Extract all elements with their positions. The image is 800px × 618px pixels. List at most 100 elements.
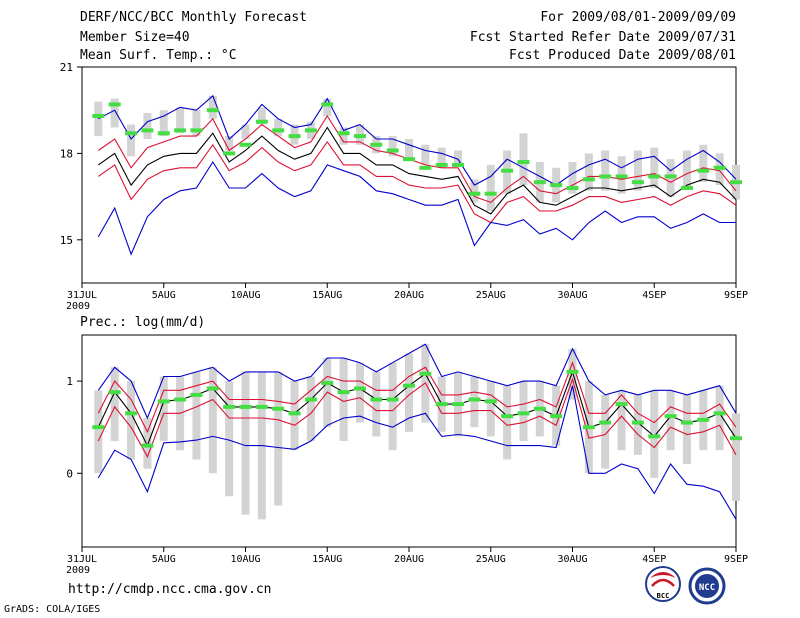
series-line-upper-spread — [97, 114, 737, 204]
spread-bar — [388, 362, 397, 451]
observed-marker — [435, 402, 448, 407]
spread-bar — [682, 394, 691, 465]
spread-bar — [339, 358, 348, 441]
website-url[interactable]: http://cmdp.ncc.cma.gov.cn — [68, 582, 272, 597]
observed-marker — [484, 399, 497, 404]
spread-bar — [127, 124, 136, 157]
spread-bar — [306, 376, 315, 441]
observed-marker — [615, 402, 628, 407]
spread-bar — [601, 150, 610, 191]
observed-marker — [141, 443, 154, 448]
bcc-logo-arc — [650, 572, 676, 578]
observed-marker — [288, 411, 301, 416]
observed-marker — [730, 436, 742, 441]
observed-marker — [239, 142, 252, 147]
chart-panel-1: 15 18 21 31JUL 5AUG 10AUG 15AUG 20AUG 25AUG 30AUG… — [60, 61, 748, 312]
spread-bar — [715, 385, 724, 451]
chart-title: DERF/NCC/BCC Monthly Forecast — [80, 10, 307, 25]
spread-bar — [355, 362, 364, 423]
observed-marker — [730, 180, 742, 185]
observed-marker — [452, 402, 465, 407]
y-tick-label: 0 — [66, 467, 73, 480]
x-tick-label: 10AUG — [230, 554, 260, 565]
observed-marker — [190, 392, 203, 397]
observed-marker — [419, 165, 432, 170]
x-tick-label: 5AUG — [152, 554, 176, 565]
spread-bar — [225, 381, 234, 497]
observed-marker — [337, 390, 350, 395]
observed-marker — [713, 165, 726, 170]
spread-bar — [192, 371, 201, 460]
spread-bar — [405, 139, 413, 160]
observed-marker — [157, 131, 170, 136]
observed-marker — [664, 174, 677, 179]
y-tick-label: 1 — [66, 375, 73, 388]
observed-marker — [255, 404, 268, 409]
observed-marker — [452, 162, 465, 167]
spread-bar — [601, 394, 610, 469]
x-tick-label: 15AUG — [312, 554, 342, 565]
x-tick-label: 25AUG — [476, 290, 506, 301]
x-tick-label: 20AUG — [394, 554, 424, 565]
observed-marker — [533, 406, 546, 411]
observed-marker — [403, 157, 415, 162]
observed-marker — [272, 128, 285, 133]
spread-bar — [159, 110, 168, 137]
spread-bar — [568, 162, 577, 194]
spread-bar — [633, 150, 642, 191]
grads-credit: GrADS: COLA/IGES — [4, 604, 101, 615]
spread-bar — [94, 390, 103, 474]
series-line-upper-spread — [97, 361, 737, 434]
observed-marker — [403, 383, 415, 388]
year-label: 2009 — [66, 565, 90, 576]
observed-marker — [370, 142, 383, 147]
observed-marker — [435, 162, 448, 167]
observed-marker — [304, 128, 317, 133]
panel-title-precipitation: Prec.: log(mm/d) — [80, 315, 205, 330]
observed-marker — [713, 411, 726, 416]
year-label: 2009 — [66, 301, 90, 312]
spread-bar — [274, 371, 283, 506]
observed-marker — [92, 113, 105, 118]
observed-marker — [108, 102, 121, 107]
x-tick-label: 30AUG — [557, 290, 587, 301]
bcc-logo-text: BCC — [657, 592, 670, 600]
spread-bar — [372, 371, 381, 437]
spread-bar — [241, 371, 250, 515]
spread-bar — [323, 98, 332, 116]
bcc-logo-swoosh — [651, 578, 675, 587]
observed-marker — [533, 180, 546, 185]
observed-marker — [386, 148, 399, 153]
spread-bar — [241, 124, 250, 139]
spread-bar — [650, 147, 659, 188]
observed-marker — [648, 174, 661, 179]
spread-bar — [650, 390, 659, 478]
series-line-ensemble-mean — [97, 126, 737, 215]
observed-marker — [174, 397, 187, 402]
spread-bar — [486, 164, 495, 211]
observed-marker — [353, 134, 366, 139]
spread-bar — [192, 110, 201, 137]
x-tick-label: 15AUG — [312, 290, 342, 301]
x-tick-label: 4SEP — [642, 554, 666, 565]
series-line-ensemble-max — [97, 343, 737, 420]
observed-marker — [304, 397, 317, 402]
spread-bar — [584, 153, 593, 191]
spread-bar — [470, 179, 479, 203]
spread-bar — [682, 150, 691, 188]
observed-marker — [468, 397, 481, 402]
observed-marker — [484, 191, 497, 196]
observed-marker — [190, 128, 203, 133]
observed-marker — [321, 380, 334, 385]
observed-marker — [631, 420, 644, 425]
spread-bar — [437, 147, 446, 168]
spread-bar — [176, 107, 185, 134]
series-line-ensemble-min — [97, 160, 736, 256]
observed-marker — [631, 180, 644, 185]
ncc-logo-text: NCC — [699, 583, 715, 593]
observed-marker — [92, 425, 105, 430]
x-tick-label: 25AUG — [476, 554, 506, 565]
chart-panel-2: 0 1 31JUL 5AUG 10AUG 15AUG 20AUG 25AUG 30AUG 4SEP… — [66, 315, 748, 576]
x-tick-label: 30AUG — [557, 554, 587, 565]
observed-marker — [125, 411, 138, 416]
